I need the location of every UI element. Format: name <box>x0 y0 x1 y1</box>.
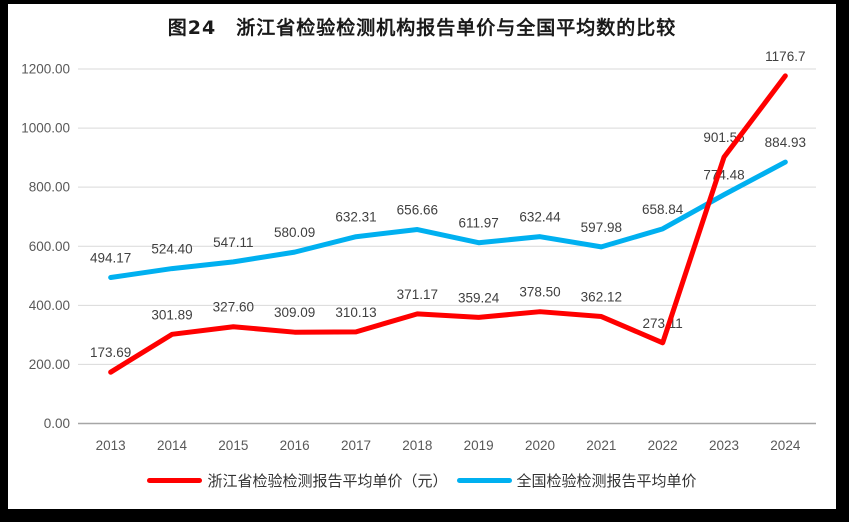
line-chart: 0.00 200.00 400.00 600.00 800.00 1000.00 1200.… <box>21 49 816 453</box>
data-label-zhejiang: 371.17 <box>397 287 438 302</box>
data-label-national: 597.98 <box>581 220 622 235</box>
y-axis-tick-label: 200.00 <box>29 357 70 372</box>
data-label-zhejiang: 378.50 <box>519 285 560 300</box>
data-label-national: 547.11 <box>213 235 253 250</box>
y-axis-tick-label: 800.00 <box>29 180 70 195</box>
data-label-zhejiang: 309.09 <box>274 305 315 320</box>
data-label-national: 632.44 <box>519 210 561 225</box>
legend-label-national: 全国检验检测报告平均单价 <box>516 473 697 490</box>
y-axis-tick-label: 600.00 <box>29 239 70 254</box>
data-label-national: 774.48 <box>703 168 744 183</box>
data-label-national: 656.66 <box>397 203 438 218</box>
data-label-national: 580.09 <box>274 225 315 240</box>
data-label-zhejiang: 173.69 <box>90 345 131 360</box>
y-axis-tick-label: 1000.00 <box>21 121 70 136</box>
data-label-national: 632.31 <box>335 210 376 225</box>
x-axis-tick-label: 2019 <box>464 438 494 453</box>
legend-item-national: 全国检验检测报告平均单价 <box>456 470 697 491</box>
data-label-zhejiang: 327.60 <box>213 300 254 315</box>
data-label-national: 658.84 <box>642 202 684 217</box>
data-label-zhejiang: 273.11 <box>643 316 683 331</box>
chart-title: 图24 浙江省检验检测机构报告单价与全国平均数的比较 <box>167 17 677 39</box>
chart-legend: 浙江省检验检测报告平均单价（元） 全国检验检测报告平均单价 <box>8 470 836 491</box>
x-axis-tick-label: 2022 <box>648 438 678 453</box>
data-label-zhejiang: 1176.7 <box>765 49 805 64</box>
data-label-national: 494.17 <box>90 251 131 266</box>
x-axis-tick-label: 2014 <box>157 438 188 453</box>
y-axis-tick-label: 0.00 <box>44 416 70 431</box>
data-label-national: 524.40 <box>151 242 192 257</box>
legend-swatch-zhejiang <box>147 478 203 483</box>
y-axis-tick-label: 400.00 <box>29 298 70 313</box>
x-axis-tick-label: 2018 <box>402 438 432 453</box>
data-label-zhejiang: 359.24 <box>458 290 500 305</box>
x-axis-tick-label: 2023 <box>709 438 739 453</box>
data-label-national: 611.97 <box>459 216 499 231</box>
x-axis-tick-label: 2021 <box>586 438 616 453</box>
data-label-national: 884.93 <box>765 135 806 150</box>
x-axis-tick-label: 2017 <box>341 438 371 453</box>
series-line-zhejiang <box>108 73 788 375</box>
x-axis-tick-label: 2020 <box>525 438 555 453</box>
legend-item-zhejiang: 浙江省检验检测报告平均单价（元） <box>147 470 448 491</box>
x-axis-tick-label: 2015 <box>218 438 248 453</box>
x-axis-tick-label: 2024 <box>770 438 801 453</box>
y-axis-tick-label: 1200.00 <box>21 62 70 77</box>
legend-label-zhejiang: 浙江省检验检测报告平均单价（元） <box>207 473 448 490</box>
data-label-zhejiang: 301.89 <box>151 307 192 322</box>
data-label-zhejiang: 310.13 <box>335 305 376 320</box>
legend-swatch-national <box>456 478 512 483</box>
chart-canvas: 0.00 200.00 400.00 600.00 800.00 1000.00 1200.… <box>8 4 836 509</box>
data-label-zhejiang: 362.12 <box>581 290 622 305</box>
x-axis-tick-label: 2013 <box>96 438 126 453</box>
x-axis-tick-label: 2016 <box>280 438 310 453</box>
series-line-national <box>108 159 788 281</box>
